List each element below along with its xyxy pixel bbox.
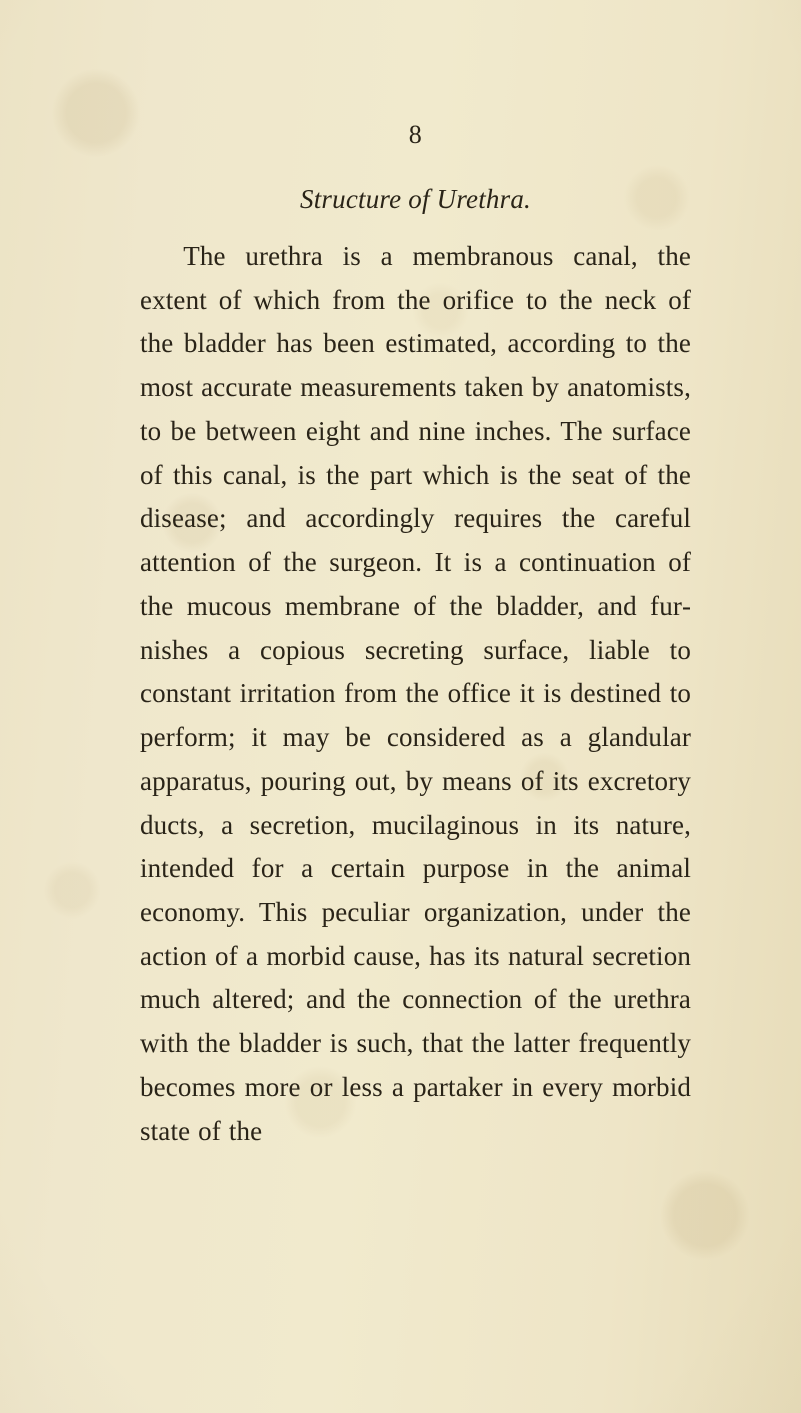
document-page: 8 Structure of Urethra. The urethra is a… — [0, 0, 801, 1413]
section-heading: Structure of Urethra. — [140, 184, 691, 215]
page-number: 8 — [140, 120, 691, 150]
body-paragraph: The urethra is a membranous canal, the e… — [140, 235, 691, 1153]
